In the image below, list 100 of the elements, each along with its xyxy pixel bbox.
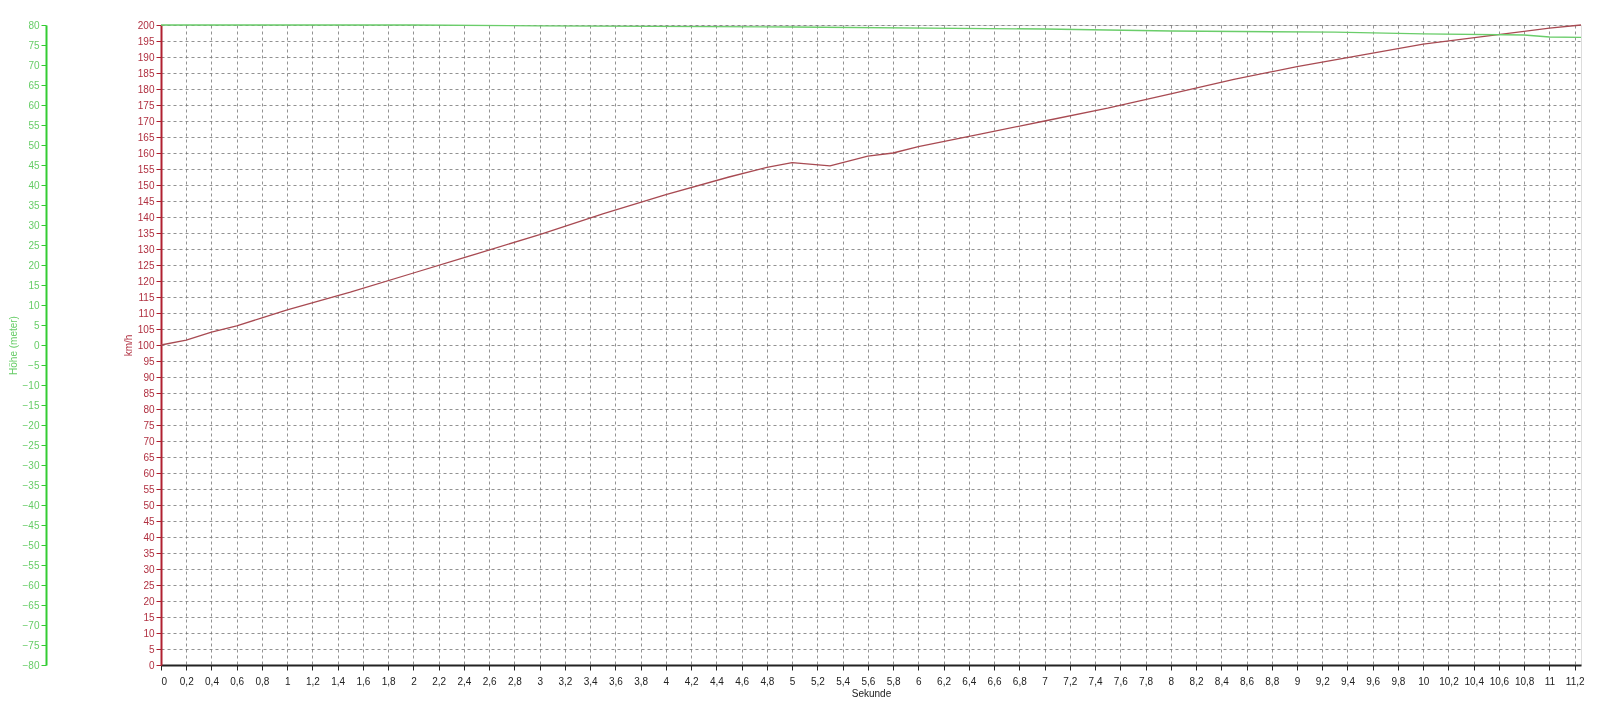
x-tick-label: 8 [1168, 675, 1175, 687]
y-tick-label: 85 [143, 387, 155, 399]
y-tick-label: 55 [143, 483, 155, 495]
x-tick-label: 0 [161, 675, 168, 687]
x-tick-label: 2,4 [457, 675, 472, 687]
y-tick-label: 0 [148, 659, 155, 671]
x-tick-label: 5,4 [836, 675, 851, 687]
x-tick-label: 5,6 [861, 675, 876, 687]
y2-tick-label: −35 [22, 479, 40, 491]
x-tick-label: 8,6 [1240, 675, 1255, 687]
y-tick-label: 60 [143, 467, 155, 479]
x-tick-label: 0,6 [230, 675, 245, 687]
x-tick-label: 5 [789, 675, 796, 687]
x-tick-label: 10,8 [1514, 675, 1535, 687]
y2-tick-label: −5 [28, 359, 40, 371]
y-tick-label: 150 [137, 179, 155, 191]
x-tick-label: 1,8 [381, 675, 397, 687]
y-tick-label: 15 [143, 611, 155, 623]
x-tick-label: 7,6 [1113, 675, 1129, 687]
y2-tick-label: 25 [28, 239, 40, 251]
y2-tick-label: 30 [28, 219, 40, 231]
y-tick-label: 180 [137, 83, 155, 95]
y-tick-label: 140 [137, 211, 155, 223]
x-tick-label: 9,6 [1366, 675, 1381, 687]
x-tick-label: 5,2 [810, 675, 826, 687]
y2-tick-label: 10 [28, 299, 40, 311]
y2-tick-label: −65 [22, 599, 40, 611]
y-tick-label: 115 [138, 291, 155, 303]
y2-tick-label: −40 [22, 499, 40, 511]
x-tick-label: 7 [1042, 675, 1049, 687]
x-tick-label: 8,2 [1189, 675, 1204, 687]
x-tick-label: 6,8 [1012, 675, 1028, 687]
y2-tick-label: 45 [28, 159, 40, 171]
y2-tick-label: −20 [22, 419, 40, 431]
y-tick-label: 35 [143, 547, 155, 559]
x-tick-label: 9,2 [1315, 675, 1331, 687]
y-tick-label: 50 [143, 499, 155, 511]
y-tick-label: 70 [143, 435, 155, 447]
x-tick-label: 6 [916, 675, 923, 687]
x-tick-label: 6,2 [937, 675, 952, 687]
y-tick-label: 75 [143, 419, 155, 431]
x-tick-label: 10,4 [1464, 675, 1485, 687]
y-tick-label: 185 [137, 67, 155, 79]
y2-tick-label: −50 [22, 539, 40, 551]
x-tick-label: 0,4 [205, 675, 220, 687]
x-tick-label: 4,2 [684, 675, 700, 687]
x-tick-label: 0,8 [255, 675, 270, 687]
y-tick-label: 190 [137, 51, 155, 63]
y2-tick-label: −25 [22, 439, 40, 451]
y2-tick-label: 55 [28, 119, 40, 131]
y2-tick-label: −30 [22, 459, 40, 471]
y2-tick-label: 5 [33, 319, 40, 331]
x-tick-label: 8,4 [1214, 675, 1230, 687]
x-tick-label: 11,2 [1565, 675, 1585, 687]
x-tick-label: 7,2 [1063, 675, 1078, 687]
y-tick-label: 165 [137, 131, 155, 143]
y2-tick-label: 80 [28, 19, 40, 31]
y-tick-label: 125 [137, 259, 155, 271]
x-tick-label: 4,4 [709, 675, 725, 687]
y-tick-label: 110 [138, 307, 155, 319]
y2-tick-label: −10 [22, 379, 40, 391]
y-tick-label: 195 [137, 35, 155, 47]
y-tick-label: 175 [137, 99, 155, 111]
y-tick-label: 40 [143, 531, 155, 543]
y2-tick-label: −80 [22, 659, 40, 671]
x-tick-label: 10,2 [1439, 675, 1460, 687]
x-tick-label: 6,4 [962, 675, 977, 687]
y-tick-label: 130 [137, 243, 155, 255]
y-tick-label: 100 [137, 339, 155, 351]
x-tick-label: 1,2 [306, 675, 321, 687]
y2-tick-label: 15 [28, 279, 40, 291]
y2-tick-label: 35 [28, 199, 40, 211]
y-tick-label: 30 [143, 563, 155, 575]
y2-tick-label: 0 [33, 339, 40, 351]
y2-tick-label: −60 [22, 579, 40, 591]
y2-tick-label: −55 [22, 559, 40, 571]
y-tick-label: 135 [137, 227, 155, 239]
y2-tick-label: 50 [28, 139, 40, 151]
y-tick-label: 20 [143, 595, 155, 607]
y2-tick-label: 20 [28, 259, 40, 271]
line-series [160, 24, 1582, 39]
y2-tick-label: −45 [22, 519, 40, 531]
y2-tick-label: 70 [28, 59, 40, 71]
x-tick-label: 6,6 [987, 675, 1002, 687]
y2-tick-label: 65 [28, 79, 40, 91]
x-tick-label: 4 [663, 675, 670, 687]
x-tick-label: 1 [284, 675, 291, 687]
y-tick-label: 120 [137, 275, 155, 287]
y2-tick-label: −70 [22, 619, 40, 631]
y-tick-label: 90 [143, 371, 155, 383]
y-tick-label: 145 [137, 195, 155, 207]
x-tick-label: 3,8 [634, 675, 649, 687]
y2-axis-title: Höhe (meter) [7, 316, 19, 375]
y-tick-label: 160 [137, 147, 155, 159]
y2-tick-label: 40 [28, 179, 40, 191]
x-tick-label: 3,4 [583, 675, 599, 687]
x-tick-label: 3,2 [558, 675, 573, 687]
y-tick-label: 105 [137, 323, 155, 335]
x-tick-label: 10,6 [1489, 675, 1510, 687]
x-tick-label: 2,2 [432, 675, 447, 687]
